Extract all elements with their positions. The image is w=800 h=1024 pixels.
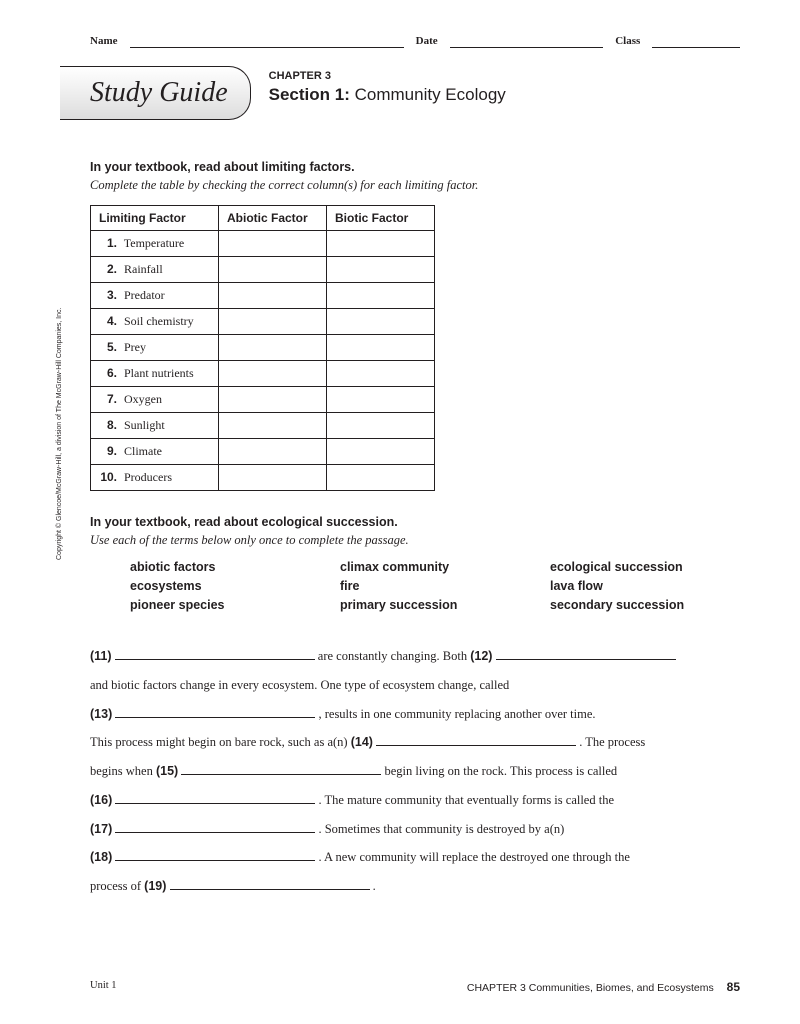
abiotic-cell[interactable] [219,439,327,465]
name-label: Name [90,35,118,48]
fill-in-passage: (11) are constantly changing. Both (12) … [90,642,740,901]
part2-bold-instruction: In your textbook, read about ecological … [90,515,740,529]
term-item: primary succession [340,598,530,612]
table-row: 8. Sunlight [91,413,435,439]
abiotic-cell[interactable] [219,413,327,439]
blank-19[interactable] [170,878,370,890]
col-limiting: Limiting Factor [91,206,219,231]
biotic-cell[interactable] [327,465,435,491]
blank-18[interactable] [115,849,315,861]
copyright-text: Copyright © Glencoe/McGraw-Hill, a divis… [56,308,63,560]
biotic-cell[interactable] [327,231,435,257]
class-label: Class [615,35,640,48]
blank-15[interactable] [181,763,381,775]
abiotic-cell[interactable] [219,231,327,257]
biotic-cell[interactable] [327,413,435,439]
col-biotic: Biotic Factor [327,206,435,231]
table-row: 6. Plant nutrients [91,361,435,387]
table-row: 2. Rainfall [91,257,435,283]
abiotic-cell[interactable] [219,257,327,283]
blank-14[interactable] [376,734,576,746]
biotic-cell[interactable] [327,257,435,283]
table-row: 7. Oxygen [91,387,435,413]
abiotic-cell[interactable] [219,335,327,361]
date-label: Date [416,35,438,48]
term-item: pioneer species [130,598,320,612]
abiotic-cell[interactable] [219,309,327,335]
part1-bold-instruction: In your textbook, read about limiting fa… [90,160,740,174]
header-fields: Name Date Class [90,35,740,48]
part2-italic-instruction: Use each of the terms below only once to… [90,533,740,548]
biotic-cell[interactable] [327,335,435,361]
term-item: abiotic factors [130,560,320,574]
part1-italic-instruction: Complete the table by checking the corre… [90,178,740,193]
biotic-cell[interactable] [327,387,435,413]
term-item: climax community [340,560,530,574]
table-row: 3. Predator [91,283,435,309]
term-item: fire [340,579,530,593]
blank-13[interactable] [115,706,315,718]
abiotic-cell[interactable] [219,283,327,309]
col-abiotic: Abiotic Factor [219,206,327,231]
limiting-factor-table: Limiting Factor Abiotic Factor Biotic Fa… [90,205,435,491]
title-block: Study Guide CHAPTER 3 Section 1: Communi… [90,66,740,120]
term-item: lava flow [550,579,740,593]
biotic-cell[interactable] [327,309,435,335]
biotic-cell[interactable] [327,283,435,309]
blank-12[interactable] [496,648,676,660]
abiotic-cell[interactable] [219,387,327,413]
table-row: 1. Temperature [91,231,435,257]
table-row: 10. Producers [91,465,435,491]
term-item: ecological succession [550,560,740,574]
class-blank[interactable] [652,35,740,48]
chapter-label: CHAPTER 3 [269,70,506,82]
biotic-cell[interactable] [327,439,435,465]
term-bank: abiotic factors climax community ecologica… [130,560,740,612]
abiotic-cell[interactable] [219,361,327,387]
term-item: secondary succession [550,598,740,612]
footer-left: Unit 1 [90,980,117,994]
page-footer: Unit 1 CHAPTER 3 Communities, Biomes, an… [90,980,740,994]
term-item: ecosystems [130,579,320,593]
study-guide-box: Study Guide [60,66,251,120]
table-row: 4. Soil chemistry [91,309,435,335]
date-blank[interactable] [450,35,604,48]
table-row: 5. Prey [91,335,435,361]
blank-11[interactable] [115,648,315,660]
footer-right: CHAPTER 3 Communities, Biomes, and Ecosy… [467,980,740,994]
name-blank[interactable] [130,35,404,48]
abiotic-cell[interactable] [219,465,327,491]
section-title: Section 1: Community Ecology [269,85,506,105]
biotic-cell[interactable] [327,361,435,387]
blank-16[interactable] [115,792,315,804]
table-row: 9. Climate [91,439,435,465]
blank-17[interactable] [115,821,315,833]
